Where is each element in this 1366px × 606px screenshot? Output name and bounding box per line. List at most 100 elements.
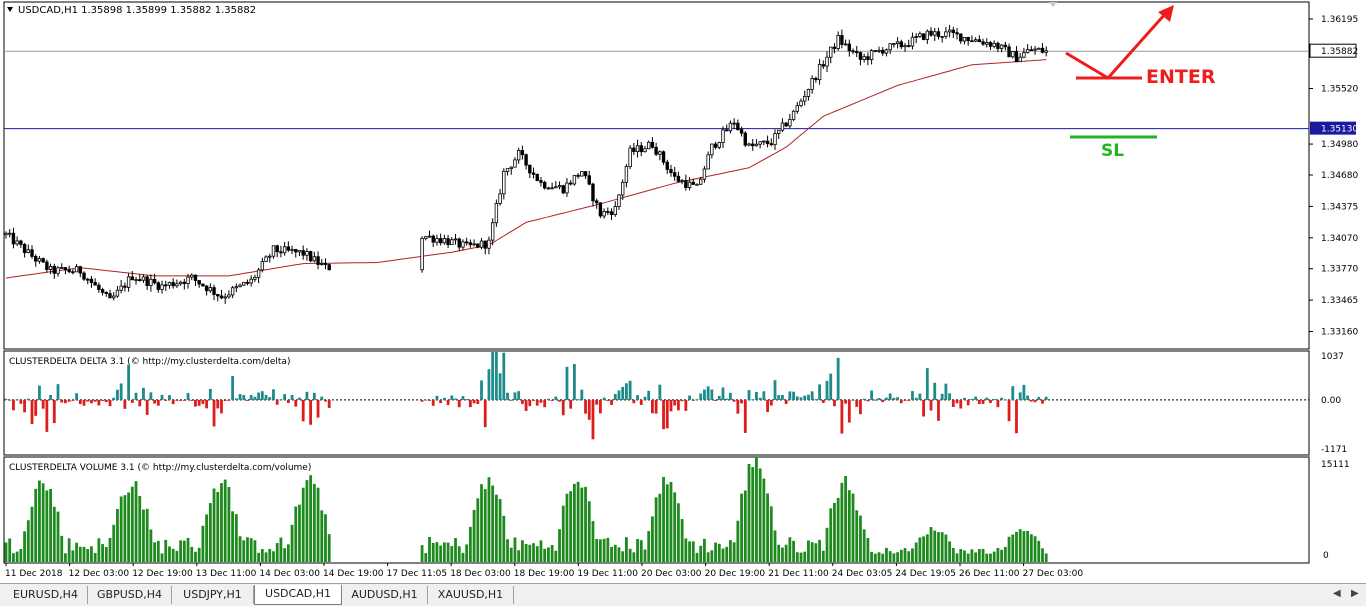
delta-bar bbox=[119, 383, 123, 400]
volume-bar bbox=[23, 531, 26, 562]
candle-body bbox=[134, 279, 138, 281]
candle-body bbox=[1014, 51, 1019, 63]
enter-arrow-up-leg bbox=[1106, 12, 1168, 79]
delta-bar bbox=[651, 399, 654, 414]
tab-eurusd-h4[interactable]: EURUSD,H4 bbox=[4, 586, 88, 604]
volume-bar bbox=[260, 549, 264, 562]
price-panel[interactable] bbox=[3, 1, 1310, 350]
x-tick-label: 12 Dec 03:00 bbox=[69, 569, 130, 579]
delta-bar bbox=[836, 357, 840, 400]
triangle-down-icon[interactable] bbox=[7, 7, 13, 12]
delta-bar bbox=[621, 386, 625, 400]
candle-body bbox=[929, 30, 933, 36]
volume-bar bbox=[431, 542, 435, 562]
candle-body bbox=[305, 251, 309, 256]
candle-body bbox=[461, 241, 465, 248]
candle-body bbox=[253, 276, 257, 280]
delta-bar bbox=[918, 393, 922, 400]
candle-body bbox=[323, 263, 328, 266]
candle-body bbox=[145, 276, 149, 287]
candle-body bbox=[669, 169, 673, 174]
delta-bar bbox=[948, 393, 952, 400]
delta-bar bbox=[844, 399, 847, 404]
tab-xauusd-h1[interactable]: XAUUSD,H1 bbox=[428, 586, 514, 604]
delta-bar bbox=[316, 399, 320, 418]
delta-bar bbox=[90, 399, 93, 404]
delta-bar bbox=[275, 399, 279, 405]
candle-body bbox=[190, 274, 194, 278]
volume-bar bbox=[283, 548, 287, 562]
volume-bar bbox=[446, 542, 450, 562]
delta-bar bbox=[613, 393, 617, 400]
volume-bar bbox=[651, 516, 654, 562]
delta-bar bbox=[502, 352, 506, 400]
candle-body bbox=[268, 255, 272, 258]
y-tick-label: 1.33770 bbox=[1321, 265, 1358, 275]
delta-bar bbox=[699, 393, 703, 400]
volume-bar bbox=[792, 540, 795, 562]
delta-bar bbox=[4, 398, 8, 400]
delta-bar bbox=[572, 364, 576, 400]
volume-bar bbox=[892, 553, 896, 562]
candle-body bbox=[751, 143, 755, 147]
y-tick-label: 1.34980 bbox=[1321, 140, 1358, 150]
chart-canvas[interactable]: 1.36195 1.35882 1.35520 1.35130 1.34980 1.346… bbox=[0, 0, 1366, 583]
volume-bar bbox=[836, 497, 840, 562]
volume-bar bbox=[751, 467, 755, 562]
candle-body bbox=[63, 267, 68, 271]
candle-body bbox=[78, 266, 82, 274]
candle-body bbox=[1029, 49, 1034, 52]
volume-bar bbox=[476, 498, 480, 562]
volume-bar bbox=[268, 548, 272, 562]
delta-bar bbox=[706, 386, 710, 400]
candle-body bbox=[193, 274, 198, 281]
volume-bar bbox=[231, 511, 235, 562]
delta-bar bbox=[636, 395, 639, 400]
tab-usdjpy-h1[interactable]: USDJPY,H1 bbox=[172, 586, 254, 604]
delta-bar bbox=[461, 396, 465, 400]
delta-tick-label: 1037 bbox=[1321, 352, 1344, 362]
candle-body bbox=[557, 185, 562, 188]
delta-bar bbox=[888, 393, 892, 400]
candle-body bbox=[817, 64, 822, 81]
volume-bar bbox=[922, 536, 926, 562]
delta-bar bbox=[977, 399, 981, 405]
volume-bar bbox=[714, 542, 717, 562]
tab-gbpusd-h4[interactable]: GBPUSD,H4 bbox=[88, 586, 172, 604]
delta-bar bbox=[632, 399, 636, 404]
candle-body bbox=[242, 282, 246, 286]
delta-bar bbox=[309, 399, 313, 425]
volume-bar bbox=[52, 506, 56, 562]
volume-bar bbox=[911, 548, 914, 562]
delta-bar bbox=[866, 399, 870, 402]
candle-body bbox=[528, 164, 532, 174]
volume-bar bbox=[951, 547, 955, 562]
volume-bar bbox=[989, 553, 992, 562]
candle-body bbox=[41, 258, 45, 263]
arrow-right-icon[interactable]: ▶ bbox=[1351, 588, 1359, 599]
shift-marker-icon[interactable] bbox=[1049, 2, 1057, 7]
candle-body bbox=[821, 64, 825, 67]
candle-body bbox=[840, 35, 844, 45]
delta-bar bbox=[751, 399, 755, 401]
candle-body bbox=[509, 166, 513, 170]
delta-bar bbox=[104, 399, 108, 403]
volume-bar bbox=[450, 546, 454, 562]
tab-audusd-h1[interactable]: AUDUSD,H1 bbox=[342, 586, 428, 604]
tab-usdcad-h1[interactable]: USDCAD,H1 bbox=[254, 585, 342, 605]
delta-bar bbox=[959, 399, 963, 409]
delta-bar bbox=[506, 392, 509, 400]
delta-bar bbox=[524, 399, 528, 411]
volume-bar bbox=[810, 542, 814, 562]
delta-bar bbox=[937, 399, 940, 421]
candle-body bbox=[806, 88, 811, 97]
volume-bar bbox=[617, 547, 621, 562]
arrow-left-icon[interactable]: ◀ bbox=[1333, 588, 1341, 599]
delta-bar bbox=[476, 399, 480, 405]
candle-body bbox=[438, 238, 443, 244]
delta-bar bbox=[201, 399, 205, 404]
candle-body bbox=[940, 36, 944, 38]
delta-bar bbox=[703, 389, 706, 400]
candle-body bbox=[747, 143, 751, 146]
volume-bar bbox=[788, 537, 792, 562]
